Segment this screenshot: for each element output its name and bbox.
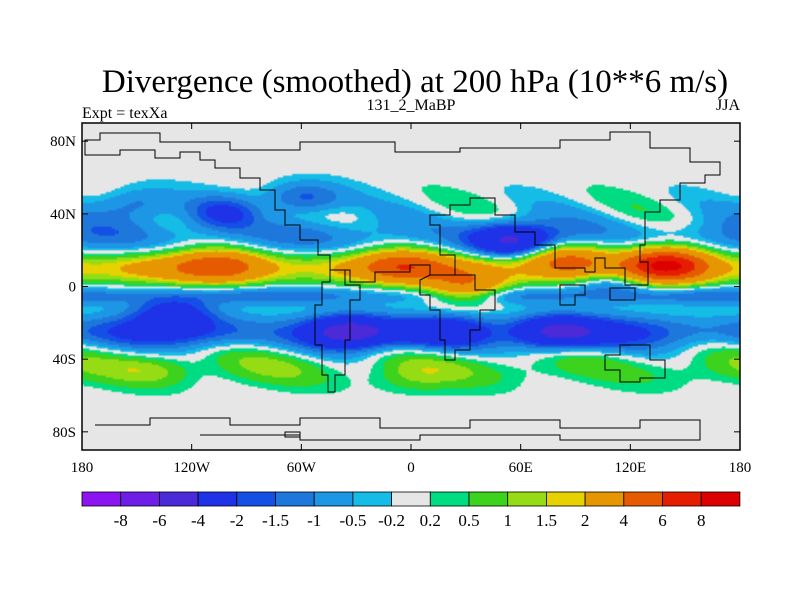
colorbar-label: -0.5 [339,511,366,530]
colorbar-label: 1.5 [536,511,557,530]
colorbar-label: 2 [581,511,590,530]
colorbar-swatch [700,491,741,507]
y-tick-label: 40N [50,207,76,223]
right-string: JJA [716,97,740,114]
colorbar-swatch [623,491,663,507]
coastline-outline [284,284,636,438]
colorbar-label: -2 [230,511,244,530]
colorbar-label: 1 [503,511,512,530]
colorbar-swatch [468,491,509,507]
colorbar-label: 6 [658,511,667,530]
y-axis: 80N 40N 0 40S 80S [50,134,740,441]
x-tick-label: 0 [407,460,415,476]
colorbar-swatch [158,491,199,507]
x-tick-label: 180 [71,460,94,476]
colorbar-swatch [197,491,238,507]
x-tick-label: 180 [729,460,752,476]
y-tick-label: 80S [53,425,76,441]
colorbar-swatch [546,491,586,507]
colorbar-label: 0.2 [420,511,441,530]
x-axis: 180 120W 60W 0 60E 120E 180 [71,123,752,476]
colorbar-label: -0.2 [378,511,405,530]
center-string: 131_2_MaBP [367,97,456,114]
colorbar-swatch [429,491,470,507]
y-tick-label: 0 [69,280,77,296]
colorbar-label: -6 [152,511,166,530]
colorbar-swatch [662,491,702,507]
coastline-outline [84,131,721,286]
colorbar-label: 4 [620,511,629,530]
colorbar-label: -1 [307,511,321,530]
colorbar-swatch [120,491,160,507]
colorbar-label: -4 [191,511,206,530]
colorbar-label: -8 [114,511,128,530]
y-tick-label: 80N [50,134,76,150]
x-tick-label: 60E [509,460,533,476]
coastline-outline [314,269,361,393]
left-string: Expt = texXa [82,105,167,122]
colorbar-swatch [352,491,392,507]
coastline-outline [419,274,496,361]
y-tick-label: 40S [53,352,76,368]
x-tick-label: 60W [287,460,317,476]
colorbar-swatch [275,491,315,507]
colorbar-swatch [584,491,625,507]
coastline-outline [95,417,701,441]
colorbar-label: 8 [697,511,706,530]
x-tick-label: 120E [614,460,646,476]
colorbar-swatch [391,491,431,507]
coastline-outline [604,344,666,383]
plot-area [81,122,741,451]
divergence-field [82,123,740,450]
colorbar-swatch [313,491,354,507]
x-tick-label: 120W [173,460,211,476]
colorbar-swatch [507,491,547,507]
colorbar-label: 0.5 [458,511,479,530]
colorbar-swatch [236,491,276,507]
colorbar: -8 -6 -4 -2 -1.5 -1 -0.5 -0.2 0.2 0.5 1 1.5 2 4 6 8 [81,491,741,530]
colorbar-swatch [81,491,122,507]
chart-title: Divergence (smoothed) at 200 hPa (10**6 … [102,64,728,100]
colorbar-label: -1.5 [262,511,289,530]
